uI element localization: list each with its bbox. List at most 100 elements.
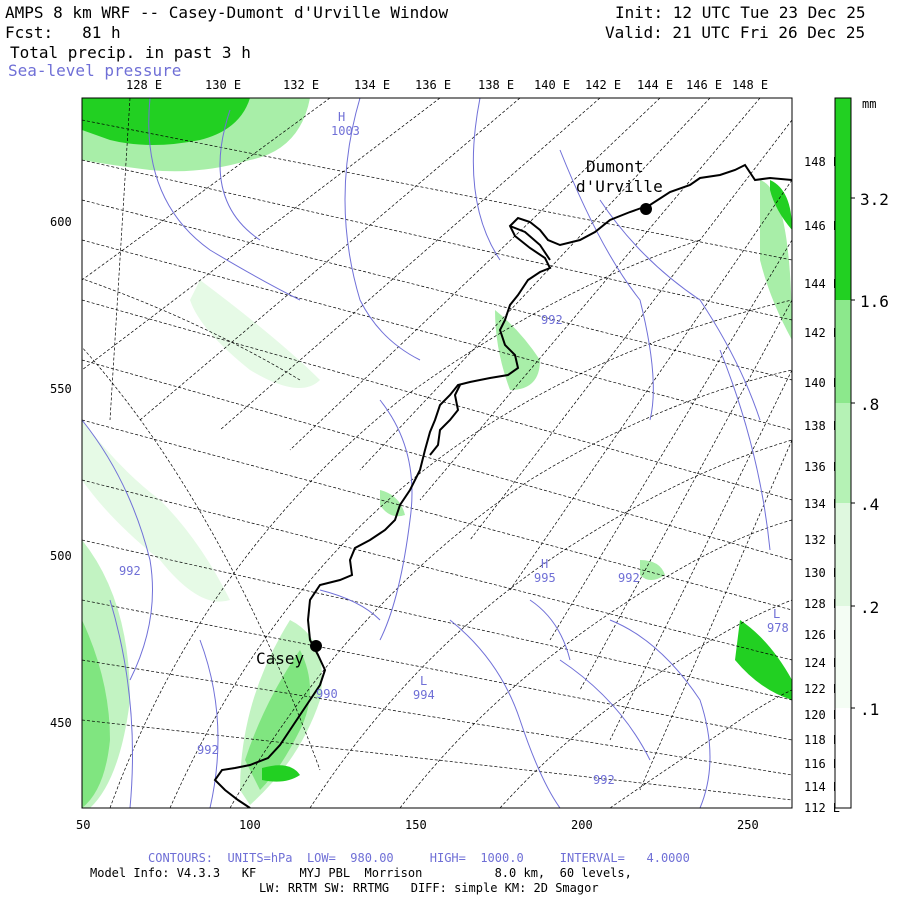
top-lon-label: 140 E: [534, 78, 571, 92]
pressure-value-label: 990: [316, 687, 338, 701]
grid-line: [82, 299, 792, 501]
grid-line: [82, 239, 792, 431]
grid-line: [82, 599, 792, 741]
contour-line: [379, 399, 413, 641]
colorbar-swatch: [835, 606, 851, 708]
grid-line: [82, 278, 301, 381]
colorbar-swatch: [835, 708, 851, 808]
contour-line: [529, 599, 571, 661]
pressure-value-label: 992: [541, 313, 563, 327]
precip-area: [82, 420, 230, 602]
contour-line: [559, 149, 654, 421]
precip-area: [82, 98, 250, 145]
y-tick-label: 550: [50, 382, 72, 396]
contour-line: [449, 619, 561, 808]
contour-line: [82, 419, 153, 681]
physics-info: LW: RRTM SW: RRTMG DIFF: simple KM: 2D S…: [259, 881, 599, 895]
grid-line: [82, 359, 792, 561]
pressure-kind-label: L: [773, 607, 781, 621]
forecast-hour: Fcst: 81 h: [5, 23, 121, 42]
colorbar-swatch: [835, 503, 851, 606]
precip-area: [262, 765, 300, 782]
grid-line: [609, 689, 792, 808]
colorbar-swatch: [835, 198, 851, 300]
grid-line: [289, 98, 661, 451]
top-lon-label: 130 E: [205, 78, 242, 92]
contours-info: CONTOURS: UNITS=hPa LOW= 980.00 HIGH= 10…: [148, 851, 690, 865]
grid-line: [82, 539, 792, 701]
pressure-kind-label: H: [338, 110, 346, 124]
precip-area: [735, 620, 792, 700]
contour-line: [472, 98, 501, 261]
top-lon-label: 148 E: [732, 78, 769, 92]
precip-area: [760, 180, 792, 340]
casey-marker: [310, 640, 322, 652]
grid-line: [359, 98, 711, 471]
contour-line: [719, 349, 771, 551]
contour-line: [109, 599, 133, 808]
contour-line: [344, 98, 421, 361]
y-tick-label: 500: [50, 549, 72, 563]
colorbar-frame: [834, 97, 852, 809]
grid-line: [169, 299, 792, 808]
colorbar-unit: mm: [862, 97, 877, 111]
grid-line: [419, 98, 761, 501]
overlay-label: Sea-level pressure: [8, 61, 182, 80]
top-lon-label: 138 E: [478, 78, 515, 92]
precip-shading: [82, 98, 792, 808]
grid-line: [309, 439, 792, 808]
grid-line: [639, 439, 792, 791]
grid-line: [82, 479, 792, 661]
contour-line: [219, 109, 261, 241]
y-tick-label: 600: [50, 215, 72, 229]
grid-line: [219, 98, 601, 431]
colorbar-label: .1: [860, 700, 880, 719]
pressure-kind-label: H: [541, 557, 549, 571]
contour-line: [559, 659, 651, 761]
grid-line: [549, 239, 792, 641]
dumont-durville-marker: [640, 203, 652, 215]
contour-line: [609, 619, 711, 808]
contour-line: [148, 98, 301, 301]
colorbar-label: 3.2: [860, 190, 889, 209]
precip-area: [240, 620, 322, 805]
grid-line: [82, 199, 792, 381]
colorbar-swatch: [835, 98, 851, 198]
precip-area: [495, 310, 540, 390]
contour-line: [199, 639, 219, 808]
colorbar-label: .8: [860, 395, 880, 414]
x-tick-label: 100: [239, 818, 261, 832]
colorbar-label: 1.6: [860, 292, 889, 311]
top-lon-label: 136 E: [415, 78, 452, 92]
colorbar-swatch: [835, 403, 851, 503]
colorbar-swatch: [835, 300, 851, 403]
grid-line: [139, 98, 521, 421]
init-time: Init: 12 UTC Tue 23 Dec 25: [615, 3, 866, 22]
top-lon-label: 134 E: [354, 78, 391, 92]
pressure-value-label: 992: [197, 743, 219, 757]
precip-area: [770, 180, 792, 230]
y-tick-label: 450: [50, 716, 72, 730]
precip-area: [190, 280, 320, 388]
pressure-value-label: 992: [593, 773, 615, 787]
grid-line: [82, 98, 331, 281]
top-lon-label: 142 E: [585, 78, 622, 92]
station-label-dumont: Dumont: [586, 157, 644, 176]
pressure-contours: [82, 98, 771, 808]
coastline-inlet: [509, 225, 551, 261]
contour-line: [319, 589, 381, 621]
top-lon-label: 132 E: [283, 78, 320, 92]
top-lon-label: 144 E: [637, 78, 674, 92]
grid-line: [609, 369, 792, 741]
grid-line: [82, 159, 792, 321]
grid-line: [399, 519, 792, 808]
pressure-value-label: 994: [413, 688, 435, 702]
pressure-value-label: 1003: [331, 124, 360, 138]
top-lon-label: 146 E: [686, 78, 723, 92]
x-tick-label: 50: [76, 818, 91, 832]
latlon-grid: [82, 98, 792, 808]
valid-time: Valid: 21 UTC Fri 26 Dec 25: [605, 23, 866, 42]
map-title: AMPS 8 km WRF -- Casey-Dumont d'Urville …: [5, 3, 449, 22]
x-tick-label: 200: [571, 818, 593, 832]
